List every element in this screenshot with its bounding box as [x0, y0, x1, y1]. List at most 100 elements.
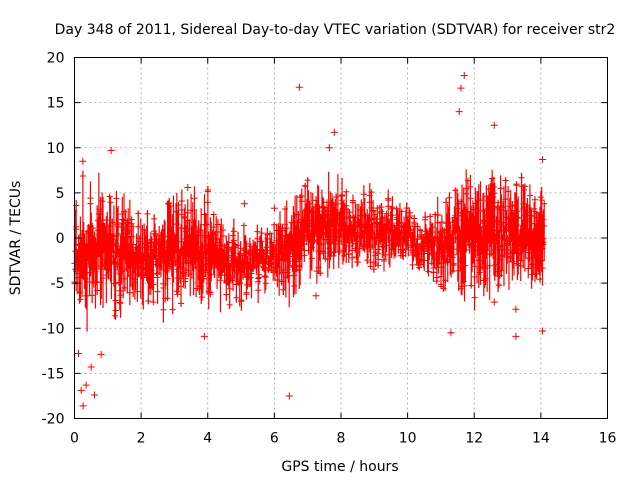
- data-point: [175, 201, 182, 208]
- axis-ticks: [74, 57, 608, 419]
- data-point: [208, 271, 215, 278]
- data-point: [243, 291, 250, 298]
- data-point: [375, 246, 382, 253]
- data-point: [113, 195, 120, 202]
- outlier-point: [184, 183, 192, 191]
- data-point: [237, 245, 244, 252]
- data-point: [360, 191, 367, 198]
- y-tick-label: -10: [42, 321, 65, 337]
- data-point: [411, 215, 418, 222]
- data-point: [217, 277, 224, 284]
- data-point: [490, 203, 497, 210]
- data-point: [298, 198, 305, 205]
- data-point: [255, 278, 262, 285]
- data-point: [135, 210, 142, 217]
- data-point: [526, 192, 533, 199]
- data-point: [467, 195, 474, 202]
- data-point: [200, 275, 207, 282]
- data-point: [248, 270, 255, 277]
- data-point: [224, 254, 231, 261]
- data-point: [117, 300, 124, 307]
- data-point: [111, 280, 118, 287]
- data-point: [181, 213, 188, 220]
- data-point: [382, 251, 389, 258]
- data-point: [541, 222, 548, 229]
- data-point: [150, 281, 157, 288]
- outlier-point: [512, 332, 520, 340]
- data-point: [468, 282, 475, 289]
- outlier-point: [295, 83, 303, 91]
- data-point: [450, 251, 457, 258]
- data-point: [540, 216, 547, 223]
- data-point: [79, 173, 86, 180]
- data-point: [428, 229, 435, 236]
- outlier-point: [240, 200, 248, 208]
- data-point: [450, 260, 457, 267]
- data-point: [407, 222, 414, 229]
- data-point: [521, 183, 528, 190]
- outlier-point: [77, 387, 85, 395]
- data-point: [385, 203, 392, 210]
- data-point: [154, 288, 161, 295]
- data-point: [334, 200, 341, 207]
- data-point: [502, 177, 509, 184]
- data-point: [112, 307, 119, 314]
- data-point: [164, 295, 171, 302]
- data-point: [167, 202, 174, 209]
- data-point: [191, 195, 198, 202]
- y-tick-label: 0: [56, 231, 65, 247]
- data-point: [256, 274, 263, 281]
- x-tick-label: 0: [70, 431, 79, 447]
- data-point: [163, 267, 170, 274]
- outlier-point: [79, 157, 87, 165]
- data-point: [514, 214, 521, 221]
- data-point: [531, 205, 538, 212]
- data-point: [150, 270, 157, 277]
- outlier-point: [285, 392, 293, 400]
- data-point: [255, 287, 262, 294]
- data-point: [349, 197, 356, 204]
- outlier-point: [74, 350, 82, 358]
- data-point: [230, 228, 237, 235]
- outlier-point: [455, 108, 463, 116]
- data-point: [152, 231, 159, 238]
- data-point: [375, 256, 382, 263]
- data-point: [438, 219, 445, 226]
- data-point: [87, 195, 94, 202]
- data-point: [94, 287, 101, 294]
- data-point: [144, 210, 151, 217]
- data-point: [463, 246, 470, 253]
- data-point: [151, 215, 158, 222]
- data-point: [514, 208, 521, 215]
- data-point: [349, 254, 356, 261]
- data-point: [378, 204, 385, 211]
- data-point: [231, 241, 238, 248]
- data-point: [112, 297, 119, 304]
- data-point: [349, 247, 356, 254]
- data-point: [445, 215, 452, 222]
- outlier-point: [460, 72, 468, 80]
- data-point: [149, 274, 156, 281]
- data-point: [169, 306, 176, 313]
- data-point: [233, 294, 240, 301]
- x-tick-label: 10: [399, 431, 417, 447]
- data-point: [83, 292, 90, 299]
- data-point: [467, 183, 474, 190]
- data-point: [116, 299, 123, 306]
- outlier-point: [457, 84, 465, 92]
- x-tick-label: 8: [337, 431, 346, 447]
- data-point: [398, 208, 405, 215]
- data-point: [301, 252, 308, 259]
- data-point: [343, 188, 350, 195]
- data-point: [262, 280, 269, 287]
- y-tick-label: 5: [56, 186, 65, 202]
- y-tick-label: 15: [47, 96, 65, 112]
- data-point: [532, 270, 539, 277]
- y-tick-label: 20: [47, 51, 65, 67]
- x-tick-label: 4: [203, 431, 212, 447]
- x-axis-label: GPS time / hours: [281, 459, 398, 475]
- data-point: [471, 294, 478, 301]
- data-point: [262, 274, 269, 281]
- data-point: [540, 235, 547, 242]
- data-point: [89, 225, 96, 232]
